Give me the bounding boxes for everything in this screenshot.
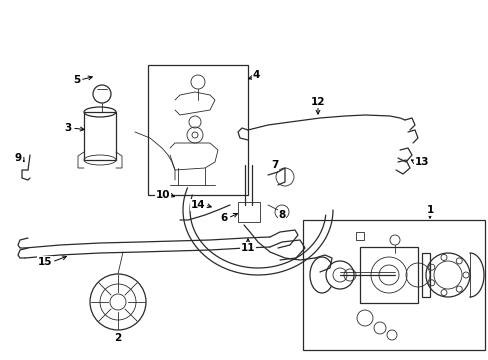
Text: 3: 3 bbox=[64, 123, 72, 133]
Bar bbox=[355, 232, 363, 240]
Text: 4: 4 bbox=[252, 70, 260, 80]
Text: 7: 7 bbox=[271, 160, 278, 170]
Bar bbox=[238, 202, 260, 222]
Text: 8: 8 bbox=[278, 210, 285, 220]
Bar bbox=[421, 253, 429, 297]
Text: 5: 5 bbox=[73, 75, 80, 85]
Text: 1: 1 bbox=[426, 205, 433, 215]
Text: 12: 12 bbox=[310, 97, 325, 107]
Bar bbox=[303, 220, 484, 350]
Text: 11: 11 bbox=[240, 243, 255, 253]
Bar bbox=[148, 65, 247, 195]
Text: 14: 14 bbox=[190, 200, 204, 210]
Text: 10: 10 bbox=[155, 190, 170, 200]
Text: 13: 13 bbox=[414, 157, 428, 167]
Text: 2: 2 bbox=[114, 333, 122, 343]
Text: 9: 9 bbox=[15, 153, 22, 163]
Text: 15: 15 bbox=[38, 257, 52, 267]
Text: 6: 6 bbox=[220, 213, 227, 223]
Bar bbox=[359, 247, 417, 303]
Bar bbox=[84, 112, 116, 160]
